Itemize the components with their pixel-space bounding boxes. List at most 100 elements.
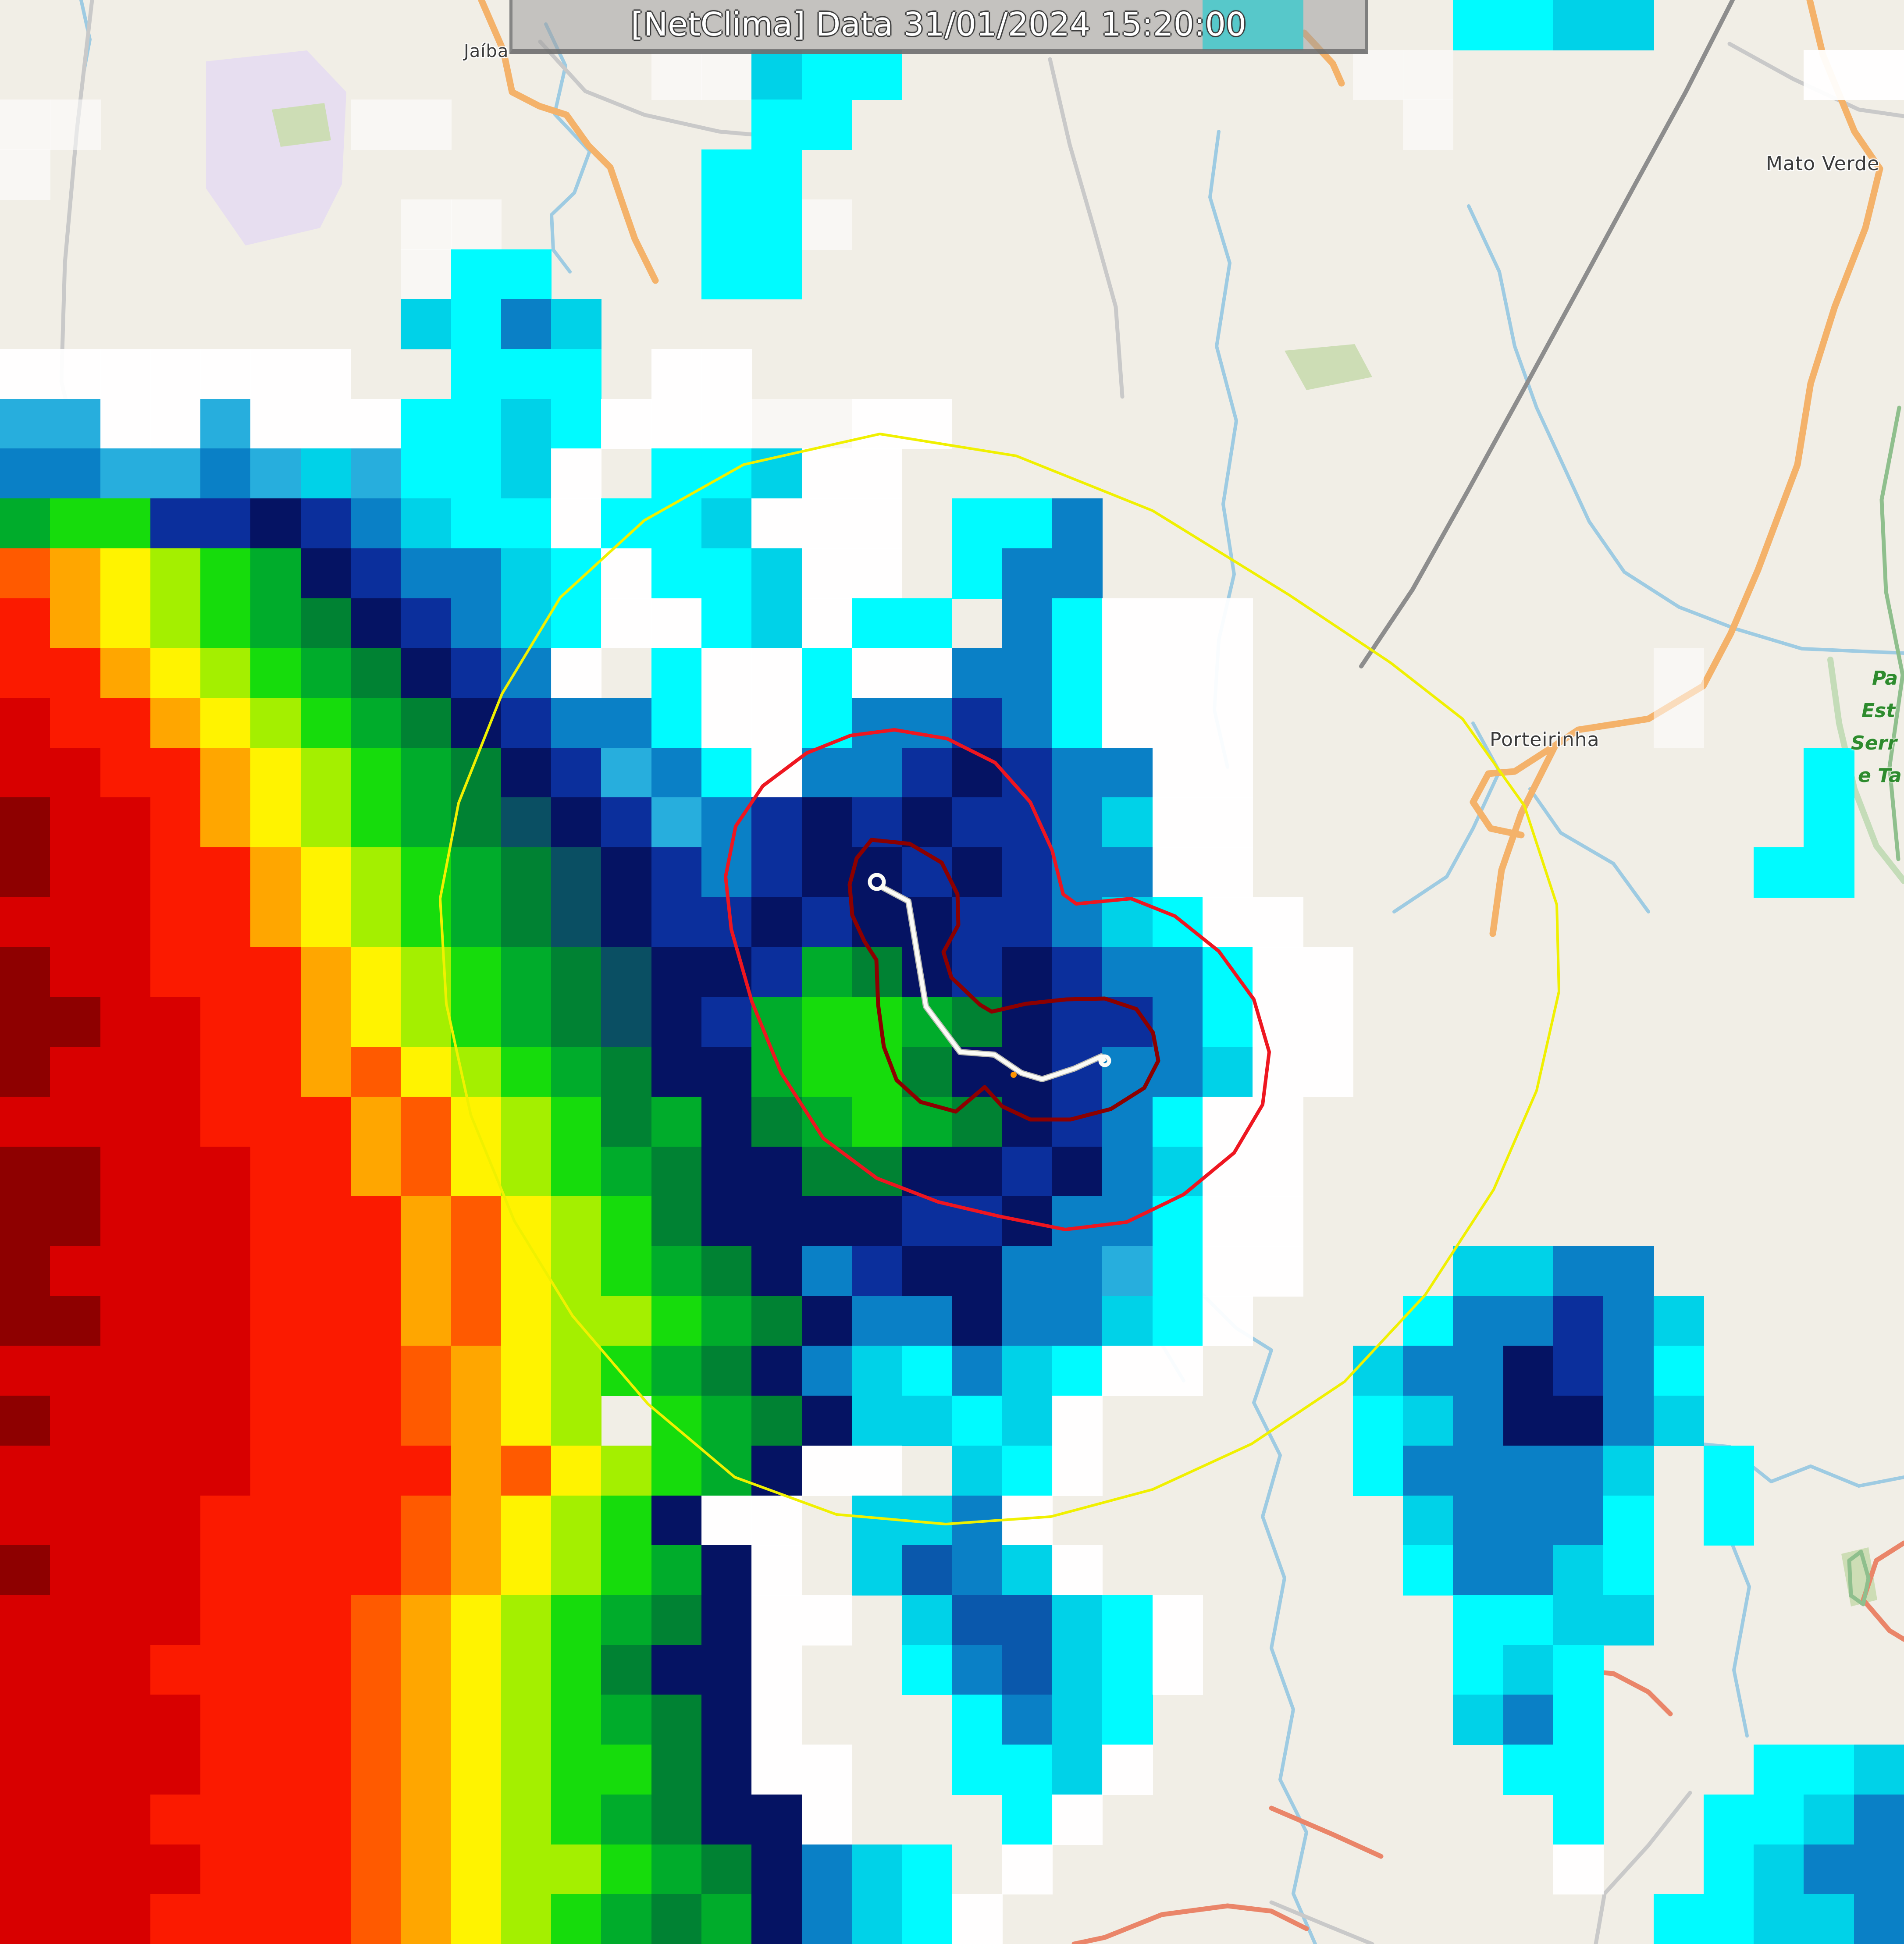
radar-cell [401,548,452,599]
radar-cell [751,1645,802,1695]
radar-cell [351,448,402,499]
radar-cell [351,897,402,948]
radar-cell [250,1296,301,1347]
radar-cell [200,498,251,549]
radar-cell [401,199,452,250]
radar-cell [651,698,702,748]
radar-cell [401,1296,452,1347]
radar-cell [701,349,752,399]
radar-cell [651,1794,702,1845]
radar-cell [952,1894,1003,1944]
radar-cell [0,797,51,848]
radar-cell [451,1844,502,1895]
radar-cell [200,1296,251,1347]
radar-cell [701,648,752,699]
radar-cell [50,947,101,998]
radar-cell [1553,1645,1604,1695]
radar-cell [150,598,201,649]
radar-cell [100,1246,151,1297]
radar-cell [150,1745,201,1795]
radar-cell [1202,747,1253,798]
radar-cell [902,1645,953,1695]
radar-cell [751,598,802,649]
radar-cell [50,1047,101,1097]
radar-cell [200,1146,251,1197]
radar-cell [1603,1595,1654,1645]
radar-cell [751,1047,802,1097]
radar-cell [501,1595,552,1645]
radar-cell [851,1246,903,1297]
radar-cell [1002,1396,1053,1446]
radar-cell [952,698,1003,748]
radar-cell [1052,548,1103,599]
radar-cell [451,1495,502,1546]
radar-cell [701,698,752,748]
radar-cell [100,1196,151,1247]
radar-cell [601,1346,652,1397]
radar-cell [351,498,402,549]
radar-cell [401,448,452,499]
radar-cell [1253,1196,1303,1247]
radar-cell [551,1745,602,1795]
storm-track [881,885,1107,1081]
radar-cell [50,1495,101,1546]
radar-cell [0,100,51,150]
radar-cell [351,100,402,150]
radar-cell [250,1645,301,1695]
radar-cell [1653,648,1704,699]
radar-cell [501,648,552,699]
radar-cell [1804,1894,1854,1944]
radar-cell [751,1545,802,1596]
radar-cell [451,199,502,250]
radar-cell [0,1196,51,1247]
radar-cell [952,1196,1003,1247]
radar-cell [701,1246,752,1297]
radar-cell [351,1745,402,1795]
radar-cell [751,1246,802,1297]
radar-cell [551,1196,602,1247]
radar-cell [300,1745,352,1795]
radar-cell [551,897,602,948]
radar-cell [250,997,301,1048]
radar-cell [501,747,552,798]
road-orange [478,0,659,284]
radar-cell [1804,50,1854,100]
radar-cell [1152,1047,1203,1097]
radar-cell [351,1445,402,1496]
radar-cell [0,997,51,1048]
radar-cell [1002,747,1053,798]
radar-cell [1002,897,1053,948]
radar-cell [200,1645,251,1695]
radar-cell [1002,1445,1053,1496]
radar-cell [1453,1495,1504,1546]
radar-cell [0,598,51,649]
radar-cell [601,1745,652,1795]
radar-cell [0,698,51,748]
radar-cell [50,548,101,599]
radar-cell [1052,947,1103,998]
radar-cell [551,598,602,649]
radar-cell [501,698,552,748]
radar-cell [300,1545,352,1596]
radar-cell [0,1695,51,1745]
radar-cell [1653,1396,1704,1446]
radar-cell [801,1396,852,1446]
radar-cell [0,1296,51,1347]
radar-cell [1002,698,1053,748]
radar-cell [250,598,301,649]
radar-cell [100,448,151,499]
radar-cell [451,1645,502,1695]
radar-cell [200,797,251,848]
radar-cell [300,947,352,998]
radar-cell [1002,1146,1053,1197]
radar-cell [1403,1396,1454,1446]
radar-cell [551,1047,602,1097]
radar-cell [451,1595,502,1645]
radar-cell [200,1096,251,1147]
radar-cell [551,1096,602,1147]
radar-cell [551,997,602,1048]
radar-cell [651,1346,702,1397]
radar-cell [1202,1246,1253,1297]
radar-cell [1202,1047,1253,1097]
